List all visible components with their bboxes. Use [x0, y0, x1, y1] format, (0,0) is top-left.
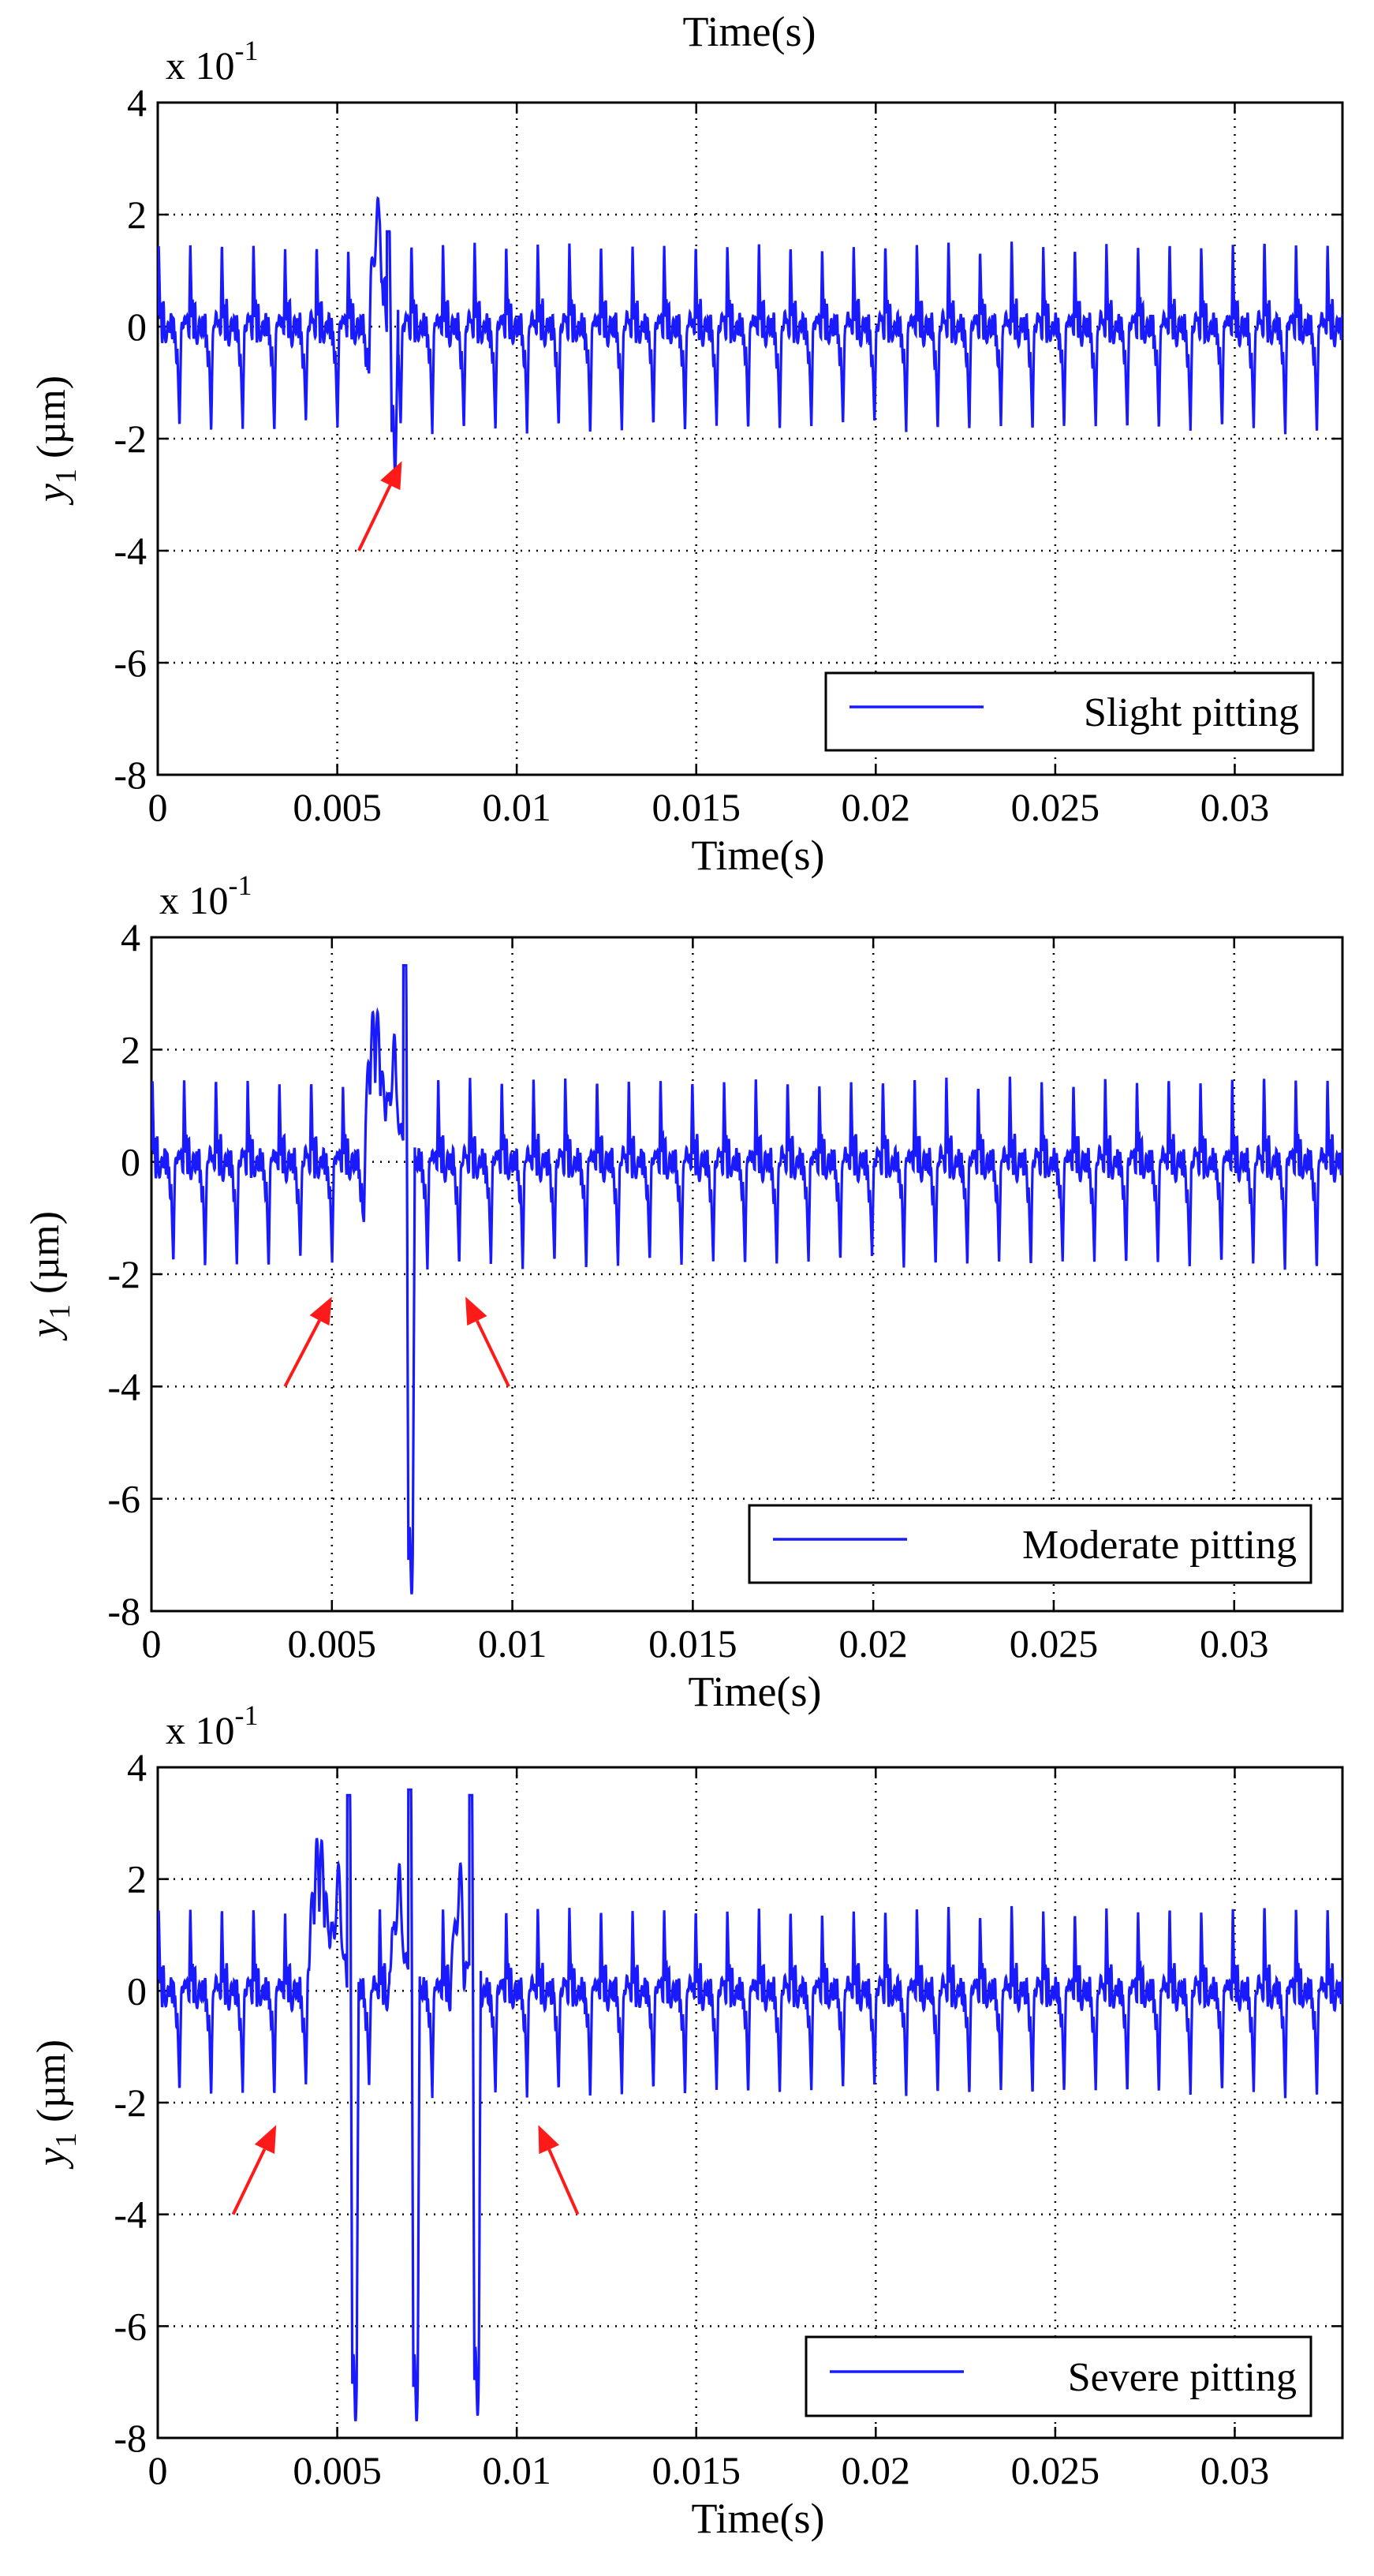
x-tick-label: 0.025: [1011, 2448, 1100, 2492]
signal-line: [151, 964, 1342, 1595]
y-label-main: y: [29, 2147, 74, 2170]
y-label-unit: (µm): [29, 376, 74, 469]
x-tick-label: 0: [148, 2448, 168, 2492]
annotation-arrow-shaft: [283, 1319, 321, 1388]
y-tick-label: -8: [114, 2416, 147, 2460]
x-tick-label: 0.01: [482, 785, 551, 829]
x-axis-label: Time(s): [688, 1668, 821, 1715]
x-tick-label: 0: [142, 1621, 162, 1666]
x-tick-label: 0.005: [293, 785, 382, 829]
y-tick-label: -2: [107, 1252, 140, 1296]
y-tick-label: 2: [127, 193, 147, 237]
y-tick-label: -4: [114, 529, 147, 573]
x-tick-label: 0.03: [1200, 785, 1270, 829]
scale-exponent: -1: [229, 869, 252, 901]
annotation-arrow-head: [538, 2125, 560, 2155]
y-tick-label: -4: [107, 1364, 140, 1408]
annotation-arrow-head: [309, 1296, 332, 1326]
scale-base: x 10: [166, 1708, 235, 1752]
y-tick-label: -6: [114, 641, 147, 685]
x-tick-label: 0.02: [842, 2448, 911, 2492]
x-tick-label: 0.025: [1010, 1621, 1099, 1666]
y-label-unit: (µm): [29, 2039, 74, 2133]
scale-exponent: -1: [235, 1699, 259, 1731]
y-tick-label: -8: [114, 753, 147, 797]
annotation-arrow-head: [254, 2125, 277, 2155]
legend-label: Slight pitting: [1084, 690, 1299, 735]
y-axis-label: y1 (µm): [29, 376, 83, 506]
y-tick-label: 0: [121, 1140, 140, 1184]
y-tick-label: -2: [114, 417, 147, 461]
chart-severe: 0 0.005 0.01 0.015 0.02 0.025 0.03 -8 -6 -4 -2 0 2 4x…: [29, 1699, 1344, 2542]
x-tick-label: 0.005: [288, 1621, 377, 1666]
x-tick-label: 0.02: [842, 785, 911, 829]
y-tick-label: -4: [114, 2193, 147, 2237]
scale-factor: x 10-1: [159, 869, 252, 922]
chart-moderate: 0 0.005 0.01 0.015 0.02 0.025 0.03 -8 -6 -4 -2 0 2 4x…: [23, 869, 1344, 1715]
y-tick-label: -8: [107, 1589, 140, 1633]
annotation-arrow-head: [465, 1296, 487, 1326]
y-tick-label: 4: [127, 80, 147, 125]
signal-line: [158, 1788, 1342, 2421]
scale-base: x 10: [159, 878, 229, 922]
y-axis-label: y1 (µm): [23, 1211, 77, 1341]
scale-factor: x 10-1: [166, 1699, 259, 1752]
scale-factor: x 10-1: [166, 35, 259, 88]
x-tick-label: 0.01: [482, 2448, 551, 2492]
x-tick-label: 0.015: [652, 785, 741, 829]
y-tick-label: 0: [127, 1968, 147, 2013]
annotation-arrow-shaft: [357, 484, 392, 551]
y-axis-label: y1 (µm): [29, 2039, 83, 2170]
y-tick-label: -2: [114, 2081, 147, 2125]
y-tick-label: 4: [121, 915, 140, 959]
annotation-arrow-shaft: [476, 1320, 510, 1388]
x-tick-label: 0.015: [652, 2448, 741, 2492]
legend-label: Severe pitting: [1068, 2355, 1297, 2400]
x-tick-label: 0.02: [838, 1621, 908, 1666]
legend-box: [824, 671, 1315, 752]
x-tick-label: 0.01: [478, 1621, 547, 1666]
y-label-subscript: 1: [50, 2133, 83, 2148]
y-tick-label: 2: [127, 1857, 147, 1901]
y-label-subscript: 1: [50, 469, 83, 484]
legend-label: Moderate pitting: [1022, 1523, 1297, 1568]
y-tick-label: 4: [127, 1745, 147, 1789]
x-tick-label: 0.03: [1200, 2448, 1270, 2492]
scale-exponent: -1: [235, 35, 259, 66]
legend-box: [805, 2335, 1312, 2417]
scale-base: x 10: [166, 43, 235, 88]
x-tick-label: 0: [148, 785, 168, 829]
y-tick-label: -6: [114, 2304, 147, 2348]
x-axis-label: Time(s): [691, 832, 824, 879]
legend-box: [748, 1504, 1312, 1584]
y-label-subscript: 1: [43, 1304, 77, 1319]
y-tick-label: 2: [121, 1027, 140, 1071]
y-label-main: y: [23, 1318, 68, 1341]
top-time-label: Time(s): [682, 8, 816, 55]
x-tick-label: 0.005: [293, 2448, 382, 2492]
annotation-arrow-head: [380, 461, 402, 491]
x-tick-label: 0.025: [1011, 785, 1100, 829]
y-tick-label: 0: [127, 305, 147, 349]
y-tick-label: -6: [107, 1477, 140, 1521]
chart-slight: 0 0.005 0.01 0.015 0.02 0.025 0.03 -8 -6 -4 -2 0 2 4x…: [29, 35, 1344, 879]
y-label-unit: (µm): [23, 1211, 68, 1304]
x-axis-label: Time(s): [691, 2495, 824, 2542]
annotation-arrow-shaft: [547, 2148, 580, 2215]
y-label-main: y: [29, 483, 74, 506]
annotation-arrow-shaft: [231, 2148, 267, 2215]
x-tick-label: 0.03: [1200, 1621, 1269, 1666]
x-tick-label: 0.015: [648, 1621, 737, 1666]
signal-line: [158, 196, 1342, 476]
